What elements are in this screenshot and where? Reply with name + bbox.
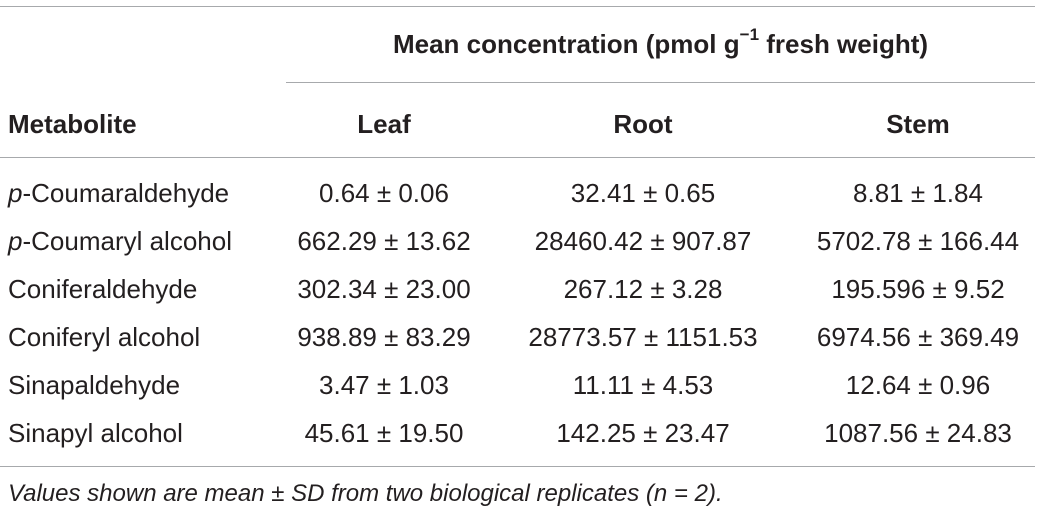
root-value: 28460.42 ± 907.87 bbox=[534, 226, 752, 256]
metabolite-name-text: Sinapyl alcohol bbox=[8, 418, 183, 448]
top-rule bbox=[0, 6, 1035, 7]
leaf-value: 938.89 ± 83.29 bbox=[297, 322, 471, 352]
bottom-rule bbox=[0, 466, 1035, 467]
metabolite-prefix: p bbox=[8, 226, 23, 256]
table-row: Sinapaldehyde 3.47 ± 1.03 11.11 ± 4.53 1… bbox=[0, 361, 1041, 409]
metabolite-name-text: Coniferyl alcohol bbox=[8, 322, 201, 352]
stem-value: 6974.56 ± 369.49 bbox=[816, 322, 1020, 352]
stem-value: 12.64 ± 0.96 bbox=[845, 370, 991, 400]
metabolite-name-text: -Coumaryl alcohol bbox=[22, 226, 232, 256]
root-value: 28773.57 ± 1151.53 bbox=[528, 322, 758, 352]
table-row: Sinapyl alcohol 45.61 ± 19.50 142.25 ± 2… bbox=[0, 409, 1041, 457]
leaf-value: 302.34 ± 23.00 bbox=[297, 274, 471, 304]
span-header-text: Mean concentration (pmol g bbox=[392, 29, 740, 59]
table-body: p-Coumaraldehyde 0.64 ± 0.06 32.41 ± 0.6… bbox=[0, 169, 1041, 457]
metabolite-name: p-Coumaraldehyde bbox=[8, 169, 229, 217]
metabolite-name: Sinapyl alcohol bbox=[8, 409, 183, 457]
stem-value: 8.81 ± 1.84 bbox=[853, 178, 983, 208]
span-header-superscript: −1 bbox=[739, 25, 760, 45]
metabolite-name: p-Coumaryl alcohol bbox=[8, 217, 232, 265]
root-value: 11.11 ± 4.53 bbox=[572, 370, 714, 400]
root-value: 32.41 ± 0.65 bbox=[570, 178, 716, 208]
header-rule bbox=[0, 157, 1035, 158]
stem-value: 1087.56 ± 24.83 bbox=[824, 418, 1012, 448]
column-header-leaf: Leaf bbox=[357, 109, 411, 139]
table-row: Coniferyl alcohol 938.89 ± 83.29 28773.5… bbox=[0, 313, 1041, 361]
metabolite-name: Coniferyl alcohol bbox=[8, 313, 200, 361]
metabolite-name: Sinapaldehyde bbox=[8, 361, 180, 409]
metabolite-name: Coniferaldehyde bbox=[8, 265, 197, 313]
metabolite-name-text: -Coumaraldehyde bbox=[22, 178, 230, 208]
stem-value: 5702.78 ± 166.44 bbox=[816, 226, 1020, 256]
span-header-tail: fresh weight) bbox=[759, 29, 929, 59]
table-row: p-Coumaraldehyde 0.64 ± 0.06 32.41 ± 0.6… bbox=[0, 169, 1041, 217]
leaf-value: 662.29 ± 13.62 bbox=[297, 226, 471, 256]
root-value: 267.12 ± 3.28 bbox=[563, 274, 723, 304]
column-header-root: Root bbox=[613, 109, 673, 139]
leaf-value: 0.64 ± 0.06 bbox=[319, 178, 449, 208]
leaf-value: 45.61 ± 19.50 bbox=[304, 418, 464, 448]
span-header: Mean concentration (pmol g−1 fresh weigh… bbox=[286, 26, 1035, 62]
table-row: Coniferaldehyde 302.34 ± 23.00 267.12 ± … bbox=[0, 265, 1041, 313]
leaf-value: 3.47 ± 1.03 bbox=[319, 370, 449, 400]
column-header-metabolite: Metabolite bbox=[8, 109, 137, 139]
metabolite-prefix: p bbox=[8, 178, 23, 208]
table-footnote: Values shown are mean ± SD from two biol… bbox=[8, 480, 723, 507]
span-header-rule bbox=[286, 82, 1035, 83]
stem-value: 195.596 ± 9.52 bbox=[831, 274, 1005, 304]
metabolite-name-text: Coniferaldehyde bbox=[8, 274, 198, 304]
table-row: p-Coumaryl alcohol 662.29 ± 13.62 28460.… bbox=[0, 217, 1041, 265]
metabolite-name-text: Sinapaldehyde bbox=[8, 370, 181, 400]
column-header-stem: Stem bbox=[886, 109, 950, 139]
root-value: 142.25 ± 23.47 bbox=[556, 418, 730, 448]
